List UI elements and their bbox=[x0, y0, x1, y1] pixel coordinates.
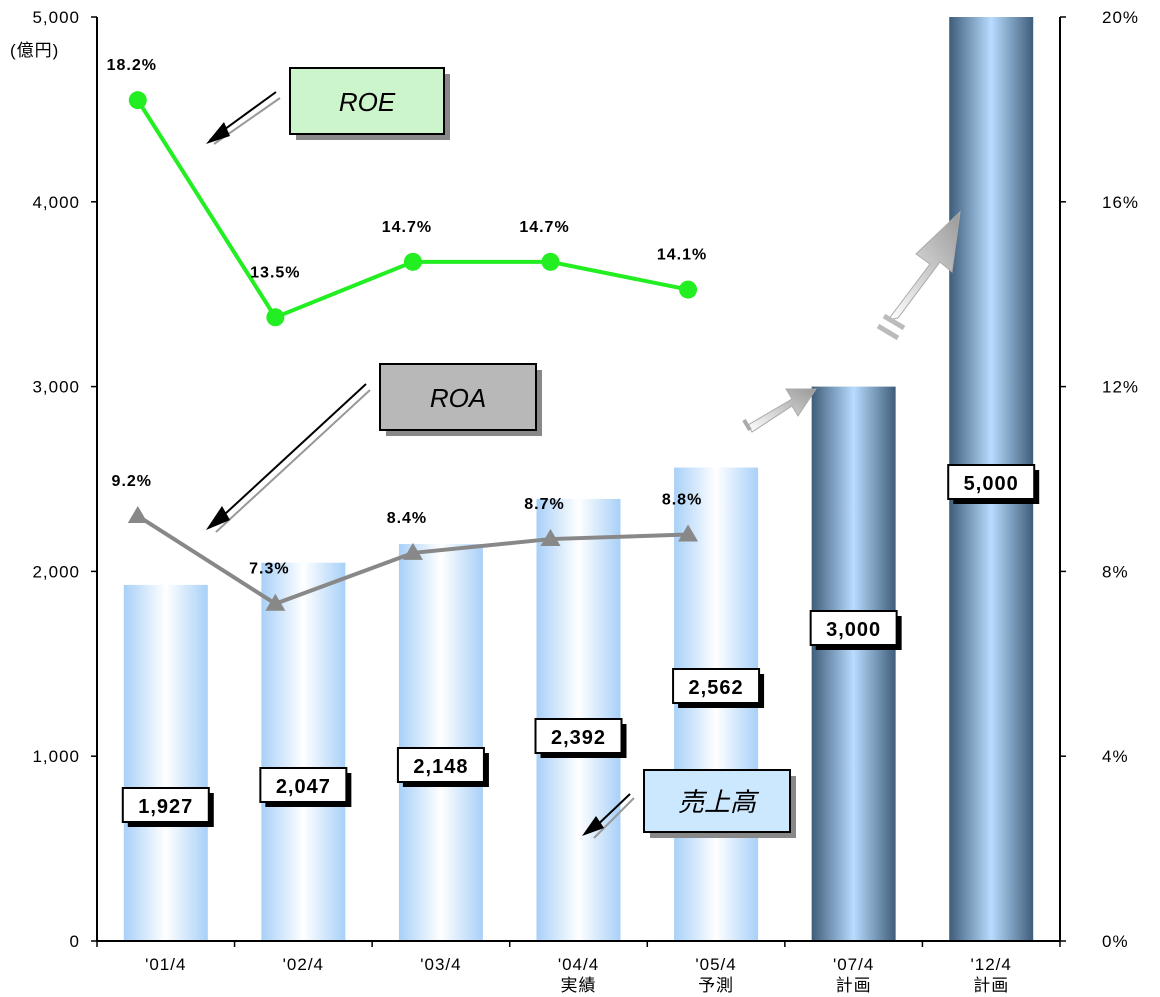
roe-value-label: 14.7% bbox=[519, 219, 569, 236]
x-tick-sublabel: 計画 bbox=[836, 976, 872, 995]
roe-point bbox=[128, 91, 147, 110]
bar-value-label: 1,927 bbox=[121, 787, 214, 827]
roa-value-label: 7.3% bbox=[249, 561, 289, 578]
bar-value-label: 2,047 bbox=[259, 767, 352, 807]
svg-text:2,562: 2,562 bbox=[689, 677, 744, 699]
roe-point bbox=[266, 308, 285, 327]
left-tick-label: 1,000 bbox=[32, 747, 80, 766]
x-tick-label: '12/4 bbox=[971, 955, 1012, 974]
svg-text:2,392: 2,392 bbox=[551, 727, 606, 749]
x-tick-sublabel: 実績 bbox=[561, 976, 597, 995]
sales-bar bbox=[398, 544, 483, 941]
roe-point bbox=[403, 252, 422, 271]
axes: 0 1,000 2,000 3,000 4,000 5,000 0% 4% 8% 12% 16% 20… bbox=[10, 8, 1139, 995]
roe-callout-label: ROE bbox=[339, 87, 396, 117]
left-tick-label: 2,000 bbox=[32, 562, 80, 581]
x-tick-label: '02/4 bbox=[283, 955, 324, 974]
x-tick-label: '03/4 bbox=[420, 955, 461, 974]
roe-value-label: 14.7% bbox=[382, 219, 432, 236]
roa-value-label: 8.8% bbox=[662, 491, 702, 508]
roe-pointer-arrow-icon bbox=[206, 91, 281, 145]
roe-value-label: 14.1% bbox=[657, 247, 707, 264]
line-series: 18.2% 13.5% 14.7% 14.7% 14.1% 9.2% 7.3% 8.4% 8.7… bbox=[107, 57, 707, 611]
roe-point bbox=[679, 280, 698, 299]
roa-point bbox=[402, 542, 423, 560]
roa-point bbox=[127, 505, 148, 523]
sales-callout-label: 売上高 bbox=[678, 787, 760, 817]
right-tick-label: 20% bbox=[1102, 8, 1139, 27]
roa-value-label: 9.2% bbox=[112, 473, 152, 490]
right-tick-label: 16% bbox=[1102, 193, 1139, 212]
left-tick-label: 0 bbox=[70, 932, 80, 951]
svg-text:1,927: 1,927 bbox=[138, 796, 193, 818]
roe-value-label: 13.5% bbox=[250, 264, 300, 281]
growth-arrow-large-icon bbox=[876, 210, 961, 341]
sales-bar bbox=[123, 584, 208, 941]
x-tick-label: '05/4 bbox=[695, 955, 736, 974]
sales-bar bbox=[811, 386, 896, 942]
svg-text:3,000: 3,000 bbox=[826, 619, 881, 641]
svg-text:2,047: 2,047 bbox=[276, 776, 331, 798]
left-tick-label: 4,000 bbox=[32, 193, 80, 212]
x-tick-label: '04/4 bbox=[558, 955, 599, 974]
roa-point bbox=[540, 529, 561, 547]
x-tick-sublabel: 予測 bbox=[698, 976, 734, 995]
roe-point bbox=[541, 252, 560, 271]
roa-value-label: 8.4% bbox=[387, 510, 427, 527]
right-tick-label: 4% bbox=[1102, 747, 1129, 766]
right-tick-label: 8% bbox=[1102, 562, 1129, 581]
bar-value-label: 2,562 bbox=[672, 668, 765, 708]
left-tick-label: 5,000 bbox=[32, 8, 80, 27]
y-axis-unit-label: (億円) bbox=[10, 41, 59, 60]
bar-value-label: 3,000 bbox=[809, 610, 902, 650]
sales-callout: 売上高 bbox=[643, 769, 796, 838]
right-tick-label: 0% bbox=[1102, 932, 1129, 951]
right-tick-label: 12% bbox=[1102, 378, 1139, 397]
roa-value-label: 8.7% bbox=[524, 496, 564, 513]
roa-callout: ROA bbox=[379, 363, 542, 436]
bar-series: 1,927 2,047 2,148 2,392 2,562 3,000 5,000 bbox=[121, 17, 1040, 942]
svg-text:5,000: 5,000 bbox=[964, 473, 1019, 495]
bar-value-label: 2,148 bbox=[396, 747, 489, 787]
left-tick-label: 3,000 bbox=[32, 378, 80, 397]
x-tick-sublabel: 計画 bbox=[973, 976, 1009, 995]
x-tick-label: '07/4 bbox=[833, 955, 874, 974]
roe-callout: ROE bbox=[289, 67, 450, 140]
roe-value-label: 18.2% bbox=[107, 57, 157, 74]
roa-callout-label: ROA bbox=[430, 383, 486, 413]
roa-point bbox=[265, 593, 286, 611]
bar-value-label: 5,000 bbox=[947, 464, 1040, 504]
sales-pointer-arrow-icon bbox=[582, 793, 635, 839]
bar-value-label: 2,392 bbox=[534, 718, 627, 758]
sales-bar bbox=[261, 562, 346, 941]
roa-pointer-arrow-icon bbox=[206, 383, 371, 533]
x-tick-label: '01/4 bbox=[145, 955, 186, 974]
roa-point bbox=[678, 524, 699, 542]
growth-arrow-icon bbox=[742, 388, 817, 433]
svg-text:2,148: 2,148 bbox=[413, 756, 468, 778]
